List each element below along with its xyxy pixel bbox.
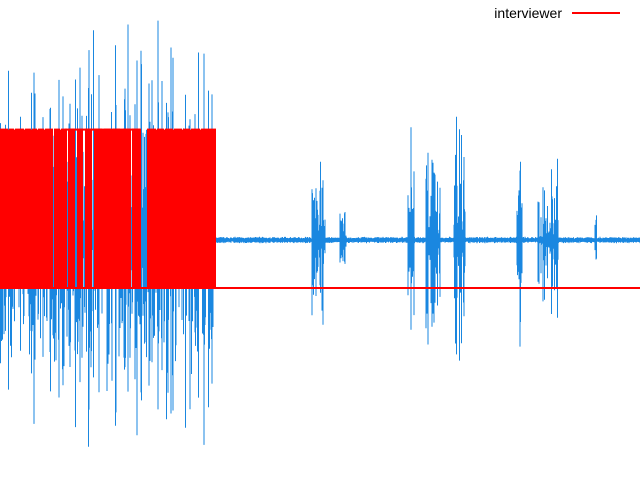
interviewer-segment bbox=[85, 128, 92, 289]
interviewer-series bbox=[0, 128, 640, 289]
legend-label-interviewer: interviewer bbox=[494, 5, 562, 21]
interviewer-segment bbox=[77, 128, 83, 289]
interviewer-segment bbox=[68, 128, 75, 289]
legend: interviewer bbox=[494, 5, 620, 21]
